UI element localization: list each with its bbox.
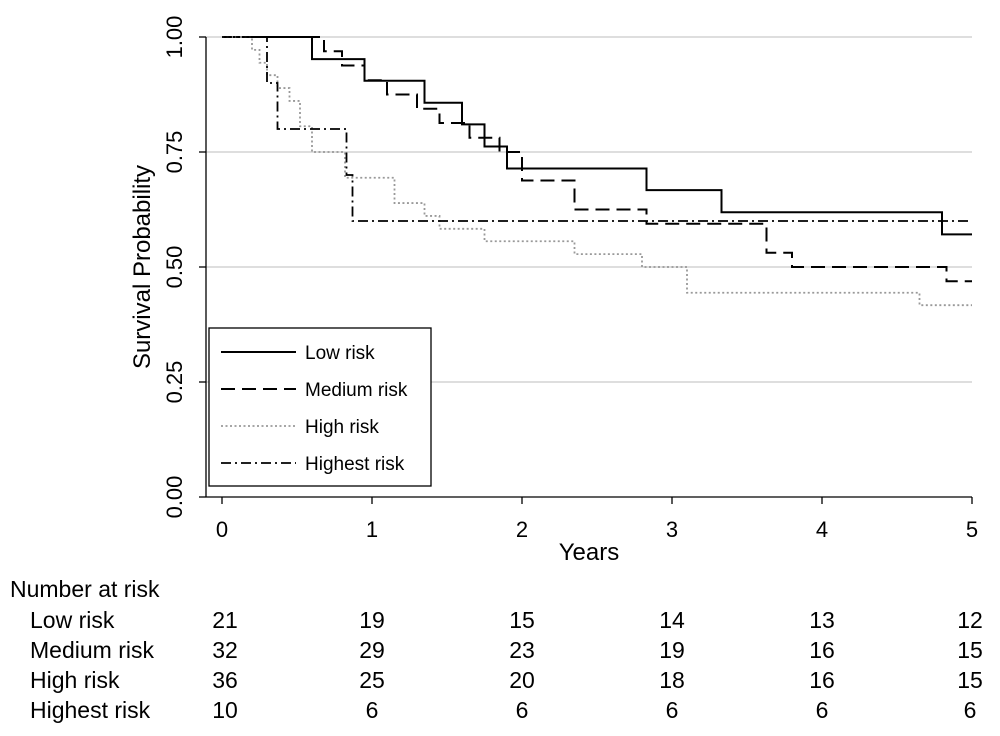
y-axis-title: Survival Probability <box>129 165 156 369</box>
risk-value: 25 <box>359 667 385 693</box>
y-tick-label: 0.75 <box>162 131 187 174</box>
risk-value: 21 <box>212 607 238 633</box>
risk-value: 18 <box>659 667 685 693</box>
risk-value: 6 <box>816 697 829 723</box>
risk-row-label: Medium risk <box>30 637 154 663</box>
risk-value: 15 <box>957 637 983 663</box>
x-tick-label: 5 <box>966 517 978 542</box>
risk-value: 6 <box>666 697 679 723</box>
y-tick-label: 1.00 <box>162 16 187 59</box>
y-tick-label: 0.25 <box>162 361 187 404</box>
risk-value: 20 <box>509 667 535 693</box>
x-tick-label: 0 <box>216 517 228 542</box>
risk-value: 6 <box>516 697 529 723</box>
risk-table-title: Number at risk <box>10 576 160 602</box>
risk-value: 16 <box>809 667 835 693</box>
risk-value: 10 <box>212 697 238 723</box>
risk-value: 23 <box>509 637 535 663</box>
x-tick-label: 2 <box>516 517 528 542</box>
risk-value: 19 <box>659 637 685 663</box>
risk-value: 6 <box>366 697 379 723</box>
legend-label: Highest risk <box>305 454 405 475</box>
risk-value: 19 <box>359 607 385 633</box>
risk-row-label: Highest risk <box>30 697 151 723</box>
risk-value: 29 <box>359 637 385 663</box>
legend-label: Medium risk <box>305 380 408 401</box>
risk-value: 36 <box>212 667 238 693</box>
legend-box <box>208 327 432 487</box>
y-tick-label: 0.00 <box>162 476 187 519</box>
risk-value: 14 <box>659 607 685 633</box>
series-line-highest-risk <box>222 36 972 222</box>
risk-value: 13 <box>809 607 835 633</box>
x-tick-label: 3 <box>666 517 678 542</box>
plot-series <box>222 36 972 307</box>
risk-value: 16 <box>809 637 835 663</box>
series-line-high-risk <box>222 36 972 307</box>
legend: Low risk Medium risk High risk Highest risk <box>208 327 432 487</box>
series-line-medium-risk <box>222 36 972 283</box>
series-line-low-risk <box>222 36 972 236</box>
y-tick-label: 0.50 <box>162 246 187 289</box>
legend-label: Low risk <box>305 343 375 364</box>
risk-value: 32 <box>212 637 238 663</box>
axes: 0.00 0.25 0.50 0.75 1.00 0 1 2 3 4 5 Survival Proba… <box>129 16 978 566</box>
risk-value: 12 <box>957 607 983 633</box>
x-tick-label: 1 <box>366 517 378 542</box>
risk-value: 15 <box>957 667 983 693</box>
risk-row-label: Low risk <box>30 607 115 633</box>
risk-value: 15 <box>509 607 535 633</box>
x-tick-label: 4 <box>816 517 828 542</box>
x-axis-title: Years <box>559 539 620 566</box>
number-at-risk-table: Number at risk Low risk 21 19 15 14 13 12 Medium… <box>10 576 983 723</box>
risk-value: 6 <box>964 697 977 723</box>
legend-label: High risk <box>305 417 379 438</box>
risk-row-label: High risk <box>30 667 120 693</box>
